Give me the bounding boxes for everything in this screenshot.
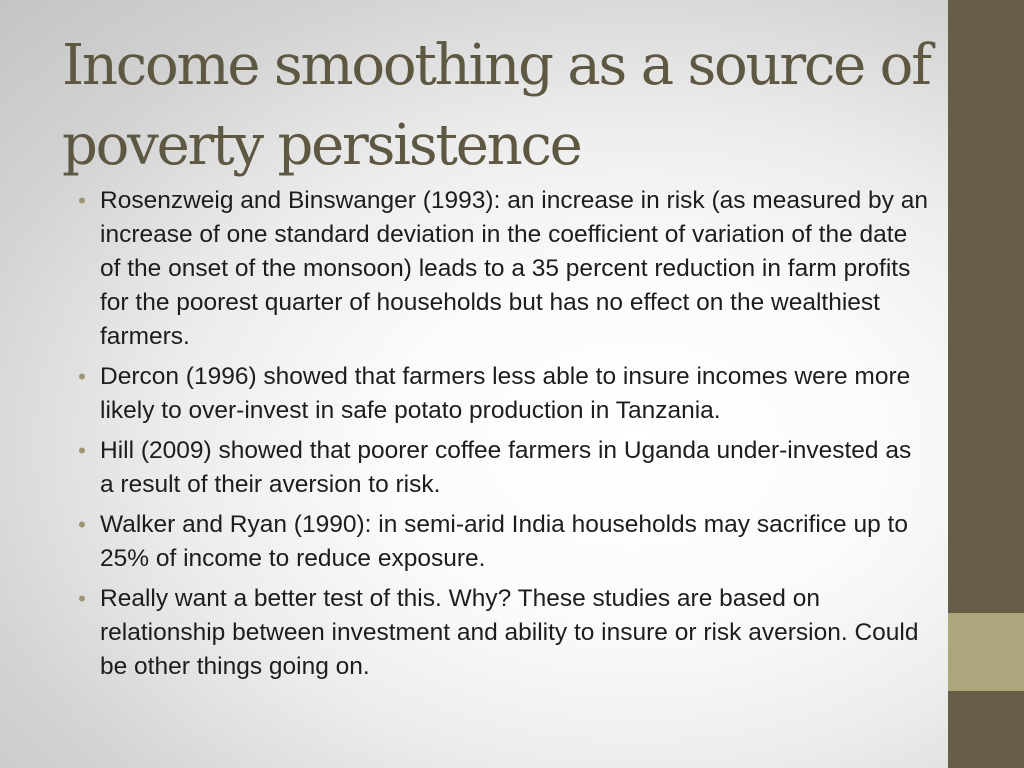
side-accent-block xyxy=(948,613,1024,691)
bullet-text: Rosenzweig and Binswanger (1993): an inc… xyxy=(100,187,928,350)
bullet-text: Walker and Ryan (1990): in semi-arid Ind… xyxy=(100,511,908,572)
bullet-item: • Really want a better test of this. Why… xyxy=(78,582,930,684)
slide-title: Income smoothing as a source of poverty … xyxy=(62,33,932,178)
bullet-dot-icon: • xyxy=(78,364,86,389)
bullet-item: • Dercon (1996) showed that farmers less… xyxy=(78,360,930,428)
bullet-item: • Walker and Ryan (1990): in semi-arid I… xyxy=(78,508,930,576)
bullet-text: Hill (2009) showed that poorer coffee fa… xyxy=(100,437,912,498)
bullet-dot-icon: • xyxy=(78,438,86,463)
bullet-item: • Rosenzweig and Binswanger (1993): an i… xyxy=(78,184,930,354)
bullet-text: Really want a better test of this. Why? … xyxy=(100,585,919,680)
bullet-text: Dercon (1996) showed that farmers less a… xyxy=(100,363,911,424)
bullet-dot-icon: • xyxy=(78,586,86,611)
bullet-list: • Rosenzweig and Binswanger (1993): an i… xyxy=(78,184,930,690)
bullet-dot-icon: • xyxy=(78,188,86,213)
bullet-item: • Hill (2009) showed that poorer coffee … xyxy=(78,434,930,502)
bullet-dot-icon: • xyxy=(78,512,86,537)
